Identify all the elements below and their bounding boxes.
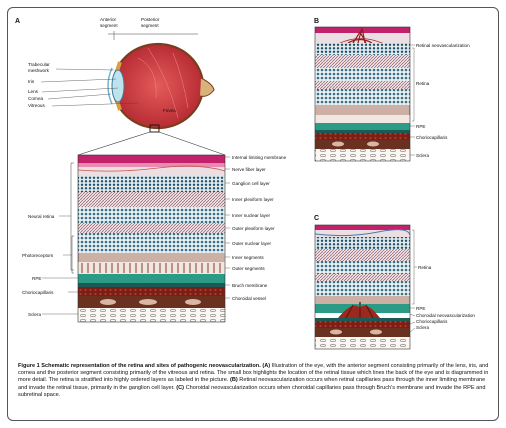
- retinal-neovascularization-label: Retinal neovascularization: [416, 43, 470, 48]
- vitreous-label: Vitreous: [28, 103, 45, 108]
- lens-label: Lens: [28, 89, 39, 94]
- panel-a-letter: A: [15, 18, 20, 25]
- choriocapillaris-label-c: Choriocapillaris: [416, 319, 448, 324]
- posterior-label-2: segment: [141, 23, 159, 28]
- layer-outer-nuclear: Outer nuclear layer: [232, 241, 272, 246]
- layer-choroidal-vessel: Choroidal vessel: [232, 296, 266, 301]
- panel-b-retina: [314, 26, 411, 162]
- eyeball: [111, 42, 205, 130]
- layer-inner-segments: Inner segments: [232, 255, 264, 260]
- trabecular-label-2: meshwork: [28, 68, 50, 73]
- caption-label-c: (C): [176, 384, 185, 391]
- sclera-label-c: Sclera: [416, 325, 429, 330]
- sclera-label-a: Sclera: [28, 312, 41, 317]
- panel-c-retina: [314, 224, 411, 350]
- retina-label-c: Retina: [418, 265, 432, 270]
- layer-outer-plexiform: Outer plexiform layer: [232, 226, 275, 231]
- caption-title: Figure 1 Schematic representation of the…: [18, 363, 261, 369]
- neural-retina-label: Neural retina: [28, 214, 55, 219]
- cornea-label: Cornea: [28, 96, 44, 101]
- highlight-box: [149, 124, 160, 133]
- caption-text-b: Retinal neovascularization occurs when r…: [18, 377, 486, 391]
- fovea-label: Fovea: [163, 108, 176, 113]
- sclera-label-b: Sclera: [416, 153, 429, 158]
- rpe-label-a: RPE: [32, 276, 41, 281]
- rpe-label-c: RPE: [416, 306, 425, 311]
- layer-nerve-fiber: Nerve fiber layer: [232, 167, 266, 172]
- figure-frame: A Anterior segment Posterior segment Tra…: [7, 7, 499, 421]
- layer-outer-segments: Outer segments: [232, 266, 265, 271]
- posterior-label: Posterior: [141, 17, 160, 22]
- figure-caption: Figure 1 Schematic representation of the…: [18, 363, 496, 399]
- caption-label-b: (B): [229, 377, 238, 384]
- layer-ilm: Internal limiting membrane: [232, 155, 287, 160]
- retina-cross-section: [77, 154, 226, 323]
- choriocapillaris-label-a: Choriocapillaris: [22, 290, 54, 295]
- anterior-label: Anterior: [100, 17, 117, 22]
- choroidal-neovascularization-label: Choroidal neovascularization: [416, 313, 475, 318]
- layer-ganglion: Ganglion cell layer: [232, 181, 270, 186]
- choriocapillaris-label-b: Choriocapillaris: [416, 135, 448, 140]
- figure-illustration: A Anterior segment Posterior segment Tra…: [15, 17, 475, 350]
- rpe-label-b: RPE: [416, 124, 425, 129]
- panel-b-letter: B: [314, 18, 319, 25]
- photoreceptors-label: Photoreceptors: [22, 253, 54, 258]
- retina-label-b: Retina: [416, 81, 430, 86]
- caption-text-a: Illustration of the eye, with the anteri…: [18, 363, 489, 384]
- iris-label: Iris: [28, 79, 35, 84]
- caption-text-c: Choroidal neovascularization occurs when…: [18, 384, 486, 398]
- layer-bruch: Bruch membrane: [232, 283, 268, 288]
- trabecular-label: Trabecular: [28, 62, 50, 67]
- anterior-label-2: segment: [100, 23, 118, 28]
- layer-inner-plexiform: Inner plexiform layer: [232, 197, 274, 202]
- layer-inner-nuclear: Inner nuclear layer: [232, 213, 271, 218]
- panel-c-letter: C: [314, 215, 319, 222]
- caption-label-a: (A): [262, 363, 271, 369]
